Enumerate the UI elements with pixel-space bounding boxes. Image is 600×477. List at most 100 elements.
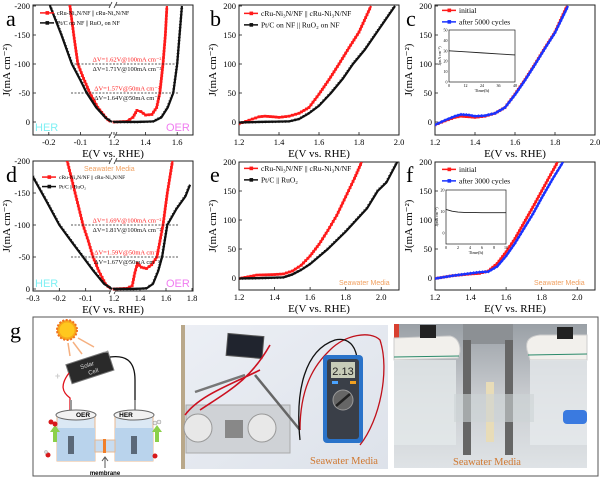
data-point [465,271,470,276]
data-point [46,202,50,205]
data-point [548,38,552,43]
data-point [354,35,358,39]
inset-y-tick-label: 40 [444,38,448,43]
inset-x-tick-label: 8 [493,245,495,250]
data-point [152,110,155,114]
y-tick-label: 50 [228,244,237,254]
data-point [156,100,160,104]
data-point [58,30,62,34]
data-point [459,112,463,117]
data-point [89,249,93,252]
data-point [249,274,253,278]
data-point [511,239,515,243]
data-point [100,276,104,279]
data-point [491,265,495,269]
data-point [394,163,398,167]
data-point [477,270,482,274]
data-point [502,256,506,261]
legend-marker [447,179,452,183]
data-point [539,51,544,56]
data-point [453,273,458,278]
y-tick-label: 200 [419,157,432,167]
data-point [180,200,184,203]
data-point [77,250,81,253]
data-point [334,67,338,71]
x-axis-label: E(V vs. RHE) [484,303,546,315]
data-point [255,273,259,277]
data-point [165,7,169,11]
data-point [495,262,499,265]
legend-label: cRu-Ni₃N/NF || cRu-Ni₃N/NF [261,9,351,18]
data-point [529,208,533,212]
data-point [159,233,163,236]
data-point [155,106,159,109]
data-point [557,21,562,26]
data-point [179,17,183,21]
data-point [65,161,69,163]
data-point [371,36,375,40]
data-point [67,54,71,57]
data-point [69,11,73,14]
seawater-label-e: Seawater Media [339,280,390,287]
inset-y-tick-label: 0 [443,231,445,236]
data-point [174,69,178,73]
delta-v-annotation: ΔV=1.71V@100mA cm⁻² [93,66,162,73]
data-point [304,259,308,262]
data-point [385,16,389,20]
photo-device-setup: 2.13 Seawater Media [181,325,388,469]
legend-label: after 3000 cycles [459,177,510,186]
her-electrode [131,436,137,454]
data-point [157,246,161,249]
data-point [367,204,371,208]
data-point [335,213,339,217]
data-point [376,28,380,32]
data-point [529,215,533,219]
data-point [445,274,449,279]
data-point [74,70,78,74]
data-point [299,263,303,267]
data-point [257,115,261,119]
data-point [162,217,166,220]
data-point [63,231,67,235]
y-tick-label: 50 [424,88,433,98]
data-point [314,247,317,251]
data-point [56,25,60,28]
x-tick-label: 2.0 [394,137,405,147]
data-point [68,5,72,8]
data-point [280,120,284,124]
minus-terminal: − [103,347,108,357]
data-point [312,249,316,253]
data-point [533,206,538,211]
data-point [66,51,70,54]
data-point [554,171,558,176]
data-point [556,24,560,29]
data-point [162,243,166,246]
data-point [131,281,135,284]
data-point [389,172,393,176]
data-point [69,14,73,18]
data-point [538,54,542,59]
data-point [368,41,372,44]
oer-label-a: OER [166,122,190,134]
panel-letter-f: f [406,162,414,187]
data-point [60,36,65,40]
data-point [164,17,168,21]
legend-marker [45,21,50,25]
data-point [492,266,497,270]
chart-panel-b: 1.2 1.4 1.6 1.8 2.0 0 50 100 150 200 E(V vs. RHE) J… [207,1,404,160]
data-point [170,215,174,219]
data-point [122,120,126,124]
legend-marker [47,184,52,189]
data-point [462,272,467,276]
legend-marker [45,11,50,15]
data-point [555,168,560,173]
red-wire [62,372,71,412]
x-tick-label: 1.8 [187,293,198,303]
legend-marker [447,167,452,172]
data-point [442,275,446,279]
data-point [342,54,346,58]
data-point [150,113,154,116]
data-point [354,218,358,222]
y-axis-label: J(mA cm⁻²) [1,43,13,96]
